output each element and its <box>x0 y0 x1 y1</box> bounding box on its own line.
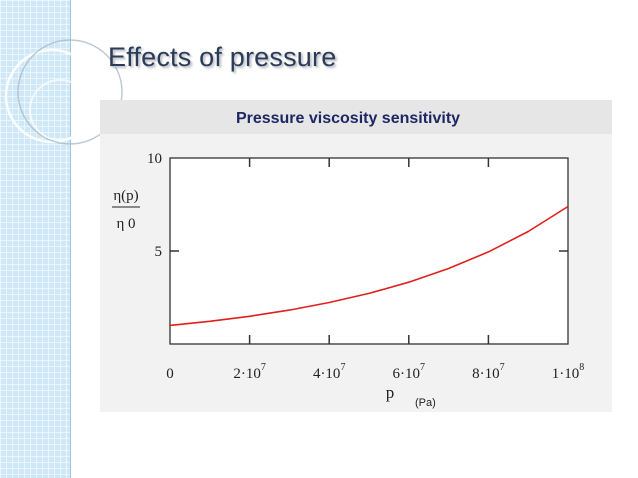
slide-title: Effects of pressure <box>108 42 337 72</box>
series-line <box>169 205 569 327</box>
x-tick-label-exponent: 8 <box>579 362 584 373</box>
x-axis-unit: (Pa) <box>415 397 436 409</box>
y-tick-label: 5 <box>155 244 163 260</box>
x-tick-label-mantissa: 8·10 <box>472 366 500 382</box>
x-tick-label-exponent: 7 <box>500 362 505 373</box>
chart-title: Pressure viscosity sensitivity <box>236 110 460 127</box>
x-tick-label-exponent: 7 <box>420 362 425 373</box>
x-tick-label-exponent: 7 <box>261 362 266 373</box>
x-tick-label: 1·108 <box>552 362 585 382</box>
y-axis-label-numerator: η(p) <box>113 188 138 204</box>
x-tick-label-mantissa: 1·10 <box>552 366 580 382</box>
y-tick-label: 10 <box>147 151 162 167</box>
y-axis-label: η(p) η 0 <box>112 188 140 232</box>
y-axis-label-denominator: η 0 <box>116 216 135 232</box>
pressure-viscosity-chart: Pressure viscosity sensitivity η(p) η 0 … <box>112 110 584 409</box>
chart-title-band <box>100 100 612 134</box>
x-tick-label: 2·107 <box>233 362 266 382</box>
data-series <box>169 205 569 327</box>
x-tick-label-mantissa: 2·10 <box>233 366 261 382</box>
x-tick-label-mantissa: 0 <box>166 366 174 382</box>
x-tick-label: 8·107 <box>472 362 505 382</box>
x-tick-label-exponent: 7 <box>340 362 345 373</box>
x-tick-label: 0 <box>166 366 174 382</box>
x-tick-label: 4·107 <box>313 362 346 382</box>
x-axis-label: p <box>386 383 395 402</box>
x-tick-label-mantissa: 6·10 <box>393 366 421 382</box>
x-tick-label: 6·107 <box>393 362 426 382</box>
x-tick-label-mantissa: 4·10 <box>313 366 341 382</box>
decorative-rings <box>4 39 123 145</box>
axis-ticks <box>170 158 568 344</box>
plot-area <box>169 157 569 345</box>
